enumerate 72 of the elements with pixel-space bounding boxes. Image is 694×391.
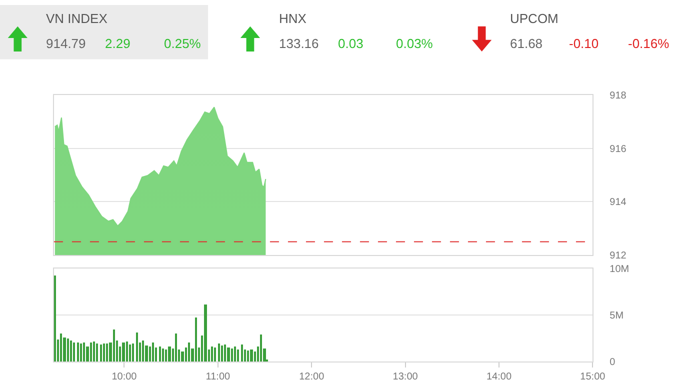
bar bbox=[158, 346, 161, 362]
bar bbox=[72, 342, 75, 362]
bar bbox=[224, 344, 226, 362]
bar bbox=[132, 344, 134, 362]
bar bbox=[102, 344, 105, 362]
bar bbox=[106, 344, 108, 362]
x-tick-label: 12:00 bbox=[299, 372, 325, 383]
bar bbox=[128, 344, 131, 362]
bar bbox=[214, 348, 216, 362]
bar bbox=[122, 342, 125, 362]
bar bbox=[70, 340, 72, 362]
bar bbox=[188, 342, 190, 362]
y-tick-label: 914 bbox=[610, 197, 627, 208]
bar bbox=[62, 338, 66, 362]
bar bbox=[174, 334, 177, 362]
bar bbox=[142, 340, 144, 362]
bar bbox=[260, 334, 262, 362]
x-tick-label: 10:00 bbox=[112, 372, 138, 383]
bar bbox=[126, 342, 128, 362]
bar bbox=[168, 346, 171, 362]
bar bbox=[112, 330, 115, 362]
bar bbox=[220, 346, 223, 362]
bar bbox=[230, 348, 233, 362]
text: VN INDEX bbox=[46, 11, 108, 26]
y-tick-label: 912 bbox=[610, 250, 627, 262]
bar bbox=[180, 352, 184, 362]
text: 914.79 bbox=[46, 36, 86, 51]
bar bbox=[164, 350, 167, 362]
y-tick-label: 10M bbox=[610, 264, 630, 276]
text: 133.16 bbox=[279, 36, 319, 51]
bar bbox=[80, 344, 82, 362]
bar bbox=[100, 344, 102, 362]
bar bbox=[76, 342, 79, 362]
y-tick-label: 918 bbox=[610, 90, 627, 102]
text: -0.10 bbox=[569, 36, 599, 51]
bar bbox=[92, 342, 95, 362]
text: 2.29 bbox=[105, 36, 130, 51]
bar bbox=[96, 344, 98, 362]
bar bbox=[148, 346, 151, 362]
bar bbox=[86, 346, 89, 362]
text: 0.03% bbox=[396, 36, 434, 51]
bar bbox=[226, 348, 230, 362]
bar bbox=[54, 276, 56, 362]
bar bbox=[250, 350, 253, 362]
bar bbox=[66, 338, 69, 362]
y-tick-label: 916 bbox=[610, 144, 627, 155]
bar bbox=[194, 318, 197, 362]
x-tick-label: 13:00 bbox=[392, 372, 418, 383]
bar bbox=[136, 332, 138, 362]
bar bbox=[204, 304, 207, 362]
bar bbox=[210, 346, 213, 362]
bar bbox=[240, 344, 243, 362]
y-tick-label: 5M bbox=[610, 310, 624, 322]
bar bbox=[234, 346, 236, 362]
y-tick-label: 0 bbox=[610, 357, 616, 368]
text: HNX bbox=[279, 11, 307, 26]
bar bbox=[218, 344, 220, 362]
bar bbox=[162, 348, 164, 362]
text: 0.03 bbox=[338, 36, 364, 51]
text: 0.25% bbox=[164, 36, 202, 51]
bar bbox=[90, 342, 92, 362]
x-tick-label: 14:00 bbox=[486, 372, 512, 383]
text: -0.16% bbox=[628, 36, 670, 51]
bar bbox=[246, 350, 249, 362]
bar bbox=[152, 342, 154, 362]
text: 61.68 bbox=[510, 36, 543, 51]
text: UPCOM bbox=[510, 11, 558, 26]
x-tick-label: 15:00 bbox=[580, 372, 606, 383]
bar bbox=[82, 342, 85, 362]
bar bbox=[236, 350, 239, 362]
x-tick-label: 11:00 bbox=[206, 372, 230, 383]
bar bbox=[60, 334, 62, 362]
